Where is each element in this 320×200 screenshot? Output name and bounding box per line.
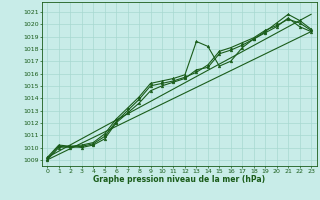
X-axis label: Graphe pression niveau de la mer (hPa): Graphe pression niveau de la mer (hPa): [93, 175, 265, 184]
